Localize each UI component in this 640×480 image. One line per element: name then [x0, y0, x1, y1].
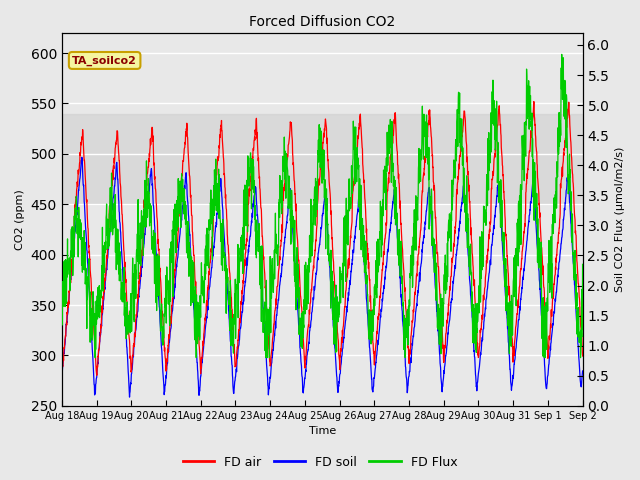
- Title: Forced Diffusion CO2: Forced Diffusion CO2: [249, 15, 396, 29]
- Text: TA_soilco2: TA_soilco2: [72, 55, 137, 66]
- Y-axis label: CO2 (ppm): CO2 (ppm): [15, 189, 25, 250]
- Legend: FD air, FD soil, FD Flux: FD air, FD soil, FD Flux: [178, 451, 462, 474]
- Y-axis label: Soil CO2 Flux (μmol/m2/s): Soil CO2 Flux (μmol/m2/s): [615, 147, 625, 292]
- X-axis label: Time: Time: [308, 426, 336, 436]
- Bar: [62, 114, 582, 204]
